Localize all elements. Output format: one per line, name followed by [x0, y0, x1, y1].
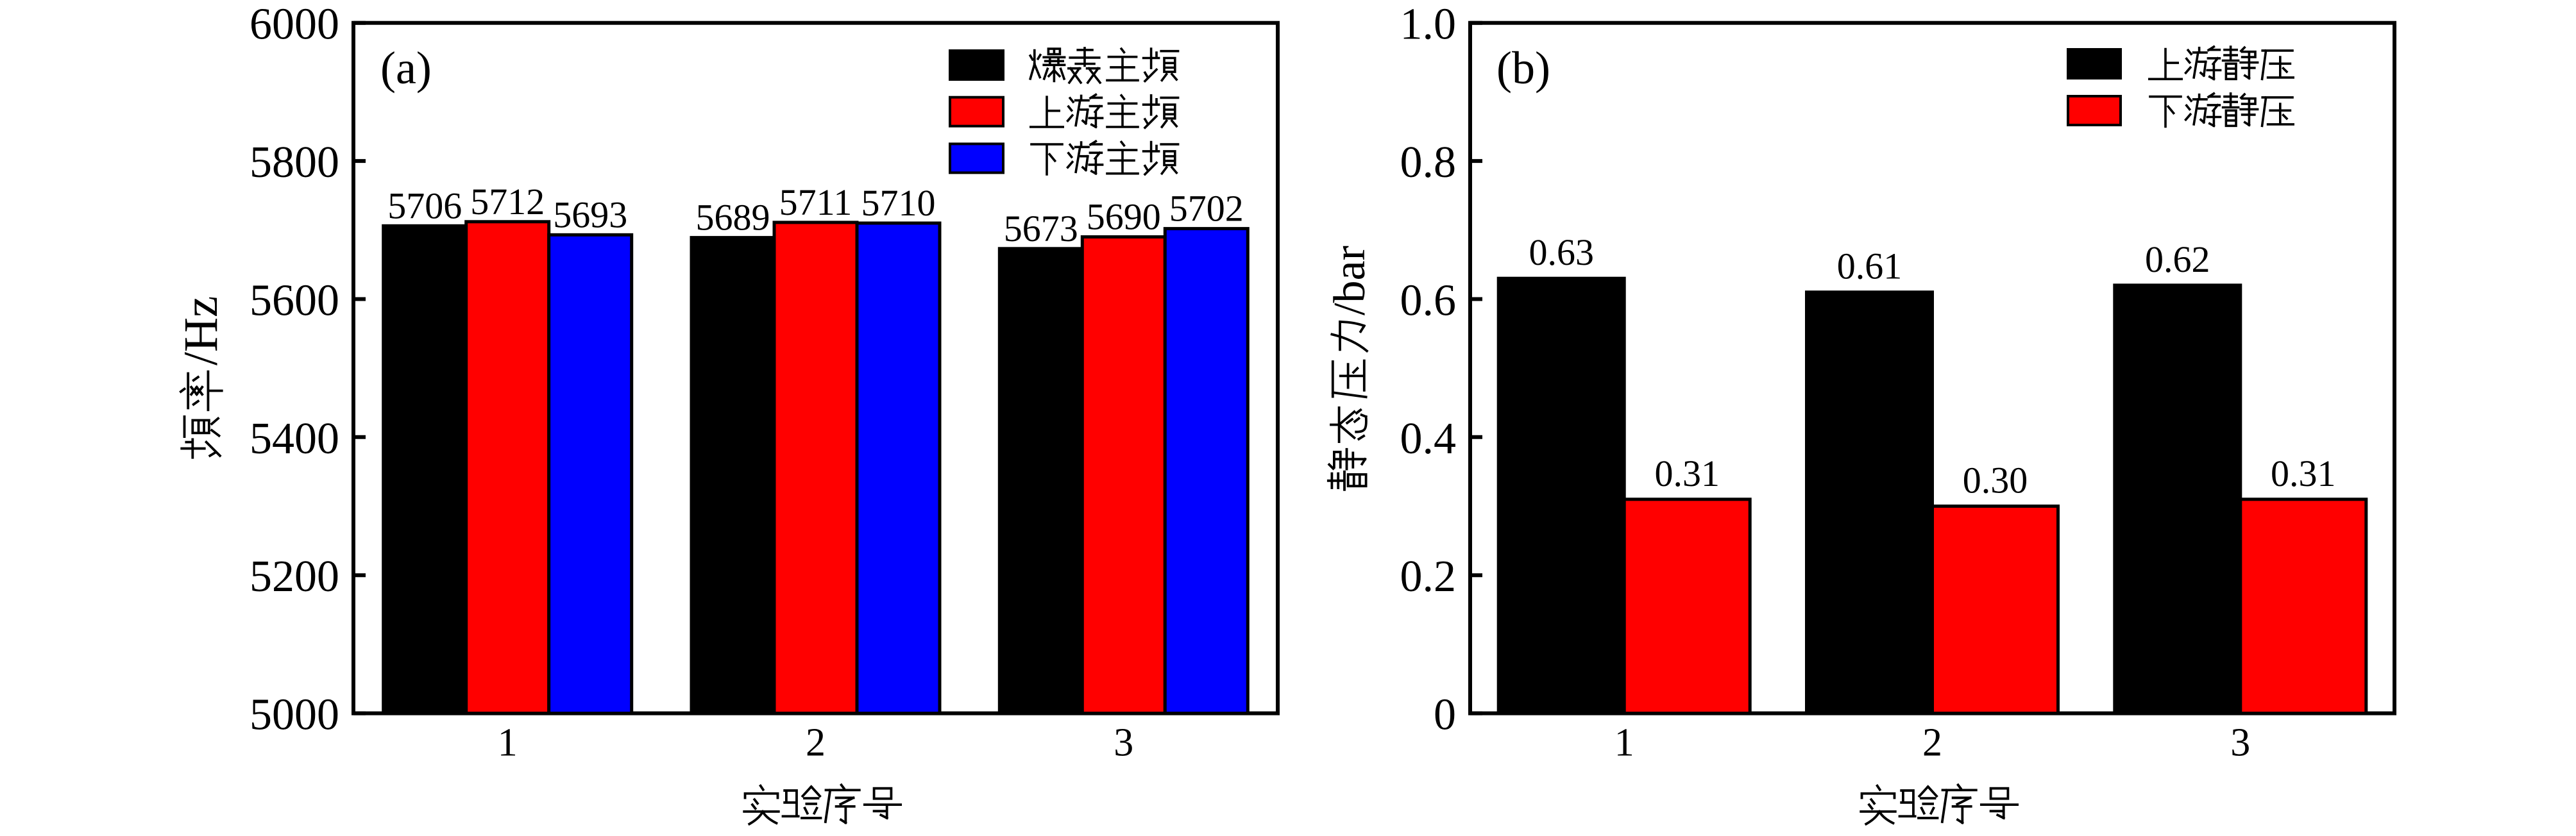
svg-text:0.8: 0.8 [1400, 138, 1457, 187]
svg-text:2: 2 [806, 721, 826, 765]
svg-text:5702: 5702 [1169, 188, 1244, 230]
svg-text:3: 3 [1114, 721, 1133, 765]
svg-text:0.31: 0.31 [2271, 453, 2336, 494]
svg-text:(b): (b) [1496, 42, 1550, 94]
svg-text:5689: 5689 [696, 197, 770, 238]
svg-text:5800: 5800 [250, 138, 339, 187]
svg-text:5200: 5200 [250, 552, 339, 601]
svg-text:/Hz: /Hz [174, 296, 228, 365]
svg-text:0.2: 0.2 [1400, 552, 1457, 601]
svg-text:5712: 5712 [470, 181, 545, 222]
svg-text:0.61: 0.61 [1837, 246, 1902, 287]
svg-text:5706: 5706 [387, 185, 462, 226]
svg-text:5693: 5693 [553, 194, 627, 235]
svg-text:(a): (a) [380, 42, 432, 94]
svg-text:2: 2 [1922, 721, 1942, 765]
svg-text:0.6: 0.6 [1400, 276, 1457, 326]
svg-text:0.63: 0.63 [1529, 231, 1594, 273]
svg-text:3: 3 [2230, 721, 2250, 765]
svg-text:1: 1 [498, 721, 518, 765]
svg-text:0.62: 0.62 [2145, 238, 2210, 280]
svg-text:5673: 5673 [1004, 208, 1078, 249]
svg-text:5400: 5400 [250, 414, 339, 464]
svg-text:5711: 5711 [779, 181, 852, 223]
svg-text:5600: 5600 [250, 276, 339, 326]
svg-text:0: 0 [1434, 690, 1456, 740]
svg-text:1.0: 1.0 [1400, 0, 1457, 49]
svg-text:0.31: 0.31 [1654, 453, 1720, 494]
svg-text:0.30: 0.30 [1963, 460, 2028, 501]
svg-text:1: 1 [1614, 721, 1634, 765]
svg-text:0.4: 0.4 [1400, 414, 1457, 464]
svg-text:5000: 5000 [250, 690, 339, 740]
svg-text:6000: 6000 [250, 0, 339, 49]
svg-text:/bar: /bar [1325, 246, 1375, 315]
svg-text:5710: 5710 [861, 182, 936, 224]
svg-text:5690: 5690 [1087, 196, 1161, 238]
